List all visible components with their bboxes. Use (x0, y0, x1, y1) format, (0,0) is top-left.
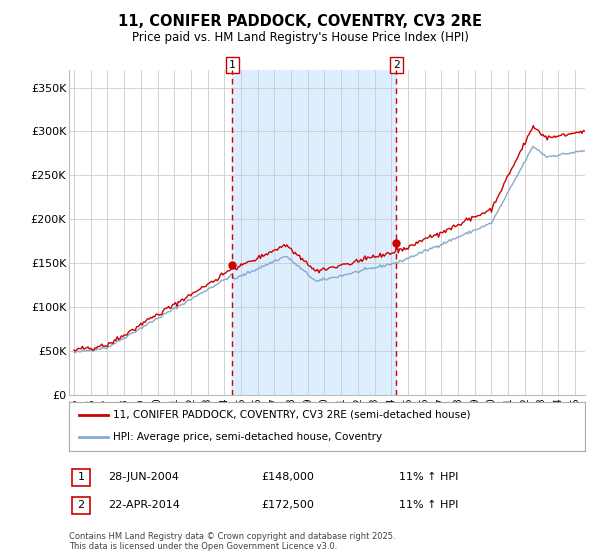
Text: HPI: Average price, semi-detached house, Coventry: HPI: Average price, semi-detached house,… (113, 432, 382, 442)
Text: 11% ↑ HPI: 11% ↑ HPI (399, 500, 458, 510)
Text: £172,500: £172,500 (261, 500, 314, 510)
Bar (232, 70, 397, 395)
Text: 11, CONIFER PADDOCK, COVENTRY, CV3 2RE: 11, CONIFER PADDOCK, COVENTRY, CV3 2RE (118, 14, 482, 29)
Text: 28-JUN-2004: 28-JUN-2004 (108, 472, 179, 482)
Text: 2: 2 (393, 60, 400, 70)
Text: Price paid vs. HM Land Registry's House Price Index (HPI): Price paid vs. HM Land Registry's House … (131, 31, 469, 44)
Text: 11, CONIFER PADDOCK, COVENTRY, CV3 2RE (semi-detached house): 11, CONIFER PADDOCK, COVENTRY, CV3 2RE (… (113, 410, 470, 420)
Text: £148,000: £148,000 (261, 472, 314, 482)
Text: 1: 1 (229, 60, 236, 70)
Text: 22-APR-2014: 22-APR-2014 (108, 500, 180, 510)
Text: Contains HM Land Registry data © Crown copyright and database right 2025.
This d: Contains HM Land Registry data © Crown c… (69, 532, 395, 552)
Text: 2: 2 (77, 500, 85, 510)
Text: 1: 1 (77, 472, 85, 482)
Text: 11% ↑ HPI: 11% ↑ HPI (399, 472, 458, 482)
